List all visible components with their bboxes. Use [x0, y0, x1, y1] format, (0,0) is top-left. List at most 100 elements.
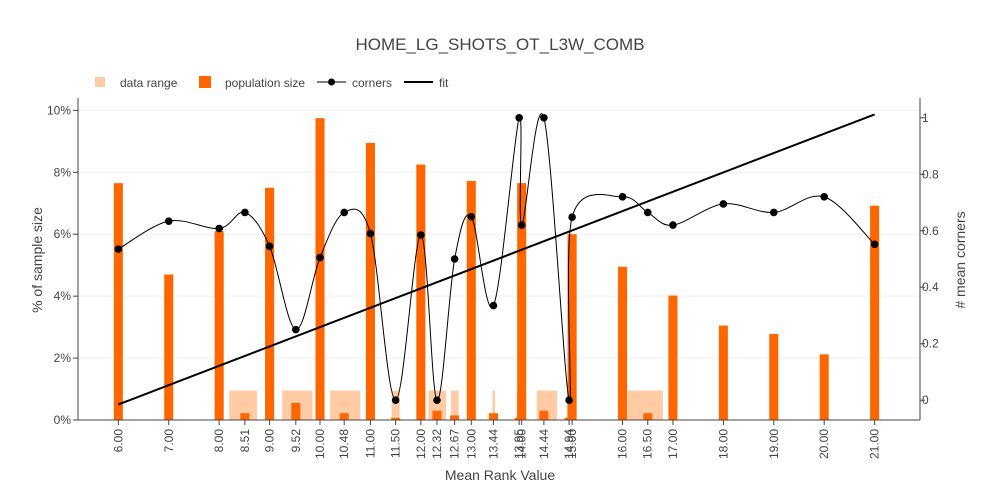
- population-bar[interactable]: [718, 325, 728, 420]
- corners-point[interactable]: [517, 221, 526, 229]
- legend-label-data-range: data range: [120, 76, 178, 90]
- legend-item-population[interactable]: population size: [199, 76, 305, 90]
- corners-point[interactable]: [433, 396, 441, 405]
- corners-point[interactable]: [769, 208, 778, 217]
- x-tick-label: 14.44: [537, 429, 551, 459]
- x-tick-label: 14.00: [515, 429, 529, 459]
- population-bar[interactable]: [265, 187, 275, 420]
- population-bar[interactable]: [365, 142, 375, 420]
- corners-point[interactable]: [164, 217, 173, 225]
- population-bars: [113, 118, 880, 420]
- population-bar[interactable]: [416, 164, 426, 420]
- population-bar[interactable]: [450, 415, 460, 420]
- corners-point[interactable]: [292, 325, 300, 334]
- corners-point[interactable]: [450, 255, 459, 263]
- corners-point[interactable]: [669, 221, 677, 229]
- axes: 6.00 7.00 8.00 8.51 9.00 9.52 10.00 10.48 11.00 1…: [47, 98, 939, 459]
- population-bar[interactable]: [617, 266, 628, 420]
- fit-layer: [117, 113, 875, 406]
- y-axis-title: % of sample size: [29, 207, 45, 313]
- x-axis-title: Mean Rank Value: [445, 467, 555, 483]
- corners-point[interactable]: [366, 229, 375, 238]
- y-tick-label: 10%: [47, 103, 71, 117]
- x-tick-label: 11.00: [363, 429, 377, 458]
- corners-point[interactable]: [114, 245, 123, 253]
- x-tick-label: 6.00: [111, 429, 125, 453]
- corners-point[interactable]: [719, 200, 728, 208]
- population-bar[interactable]: [567, 234, 577, 420]
- legend-item-corners[interactable]: corners: [317, 76, 392, 90]
- population-bar[interactable]: [870, 205, 880, 420]
- population-bar[interactable]: [113, 183, 123, 420]
- data-range-bar[interactable]: [492, 390, 495, 420]
- population-bar[interactable]: [643, 413, 653, 420]
- corners-point[interactable]: [265, 242, 274, 251]
- x-tick-label: 16.00: [616, 429, 630, 459]
- data-range-bar[interactable]: [451, 390, 459, 420]
- corners-point[interactable]: [820, 193, 829, 201]
- x-tick-label: 13.95: [512, 429, 526, 459]
- x-tick-label: 13.00: [464, 429, 478, 459]
- x-tick-label: 12.67: [448, 429, 462, 459]
- y2-axis-title: # mean corners: [952, 211, 968, 308]
- legend-item-fit[interactable]: fit: [404, 76, 449, 90]
- population-bar[interactable]: [214, 231, 224, 420]
- corners-point[interactable]: [417, 231, 425, 239]
- legend-swatch-data-range: [95, 77, 105, 87]
- corners-point[interactable]: [391, 396, 400, 405]
- x-tick-label: 9.00: [263, 429, 277, 453]
- population-bar[interactable]: [291, 402, 301, 420]
- y-tick-label: 4%: [54, 289, 72, 303]
- population-bar[interactable]: [432, 410, 442, 420]
- x-tick-label: 12.32: [430, 429, 444, 459]
- legend-label-fit: fit: [439, 76, 449, 90]
- data-range-bar[interactable]: [391, 390, 400, 420]
- population-bar[interactable]: [240, 413, 250, 420]
- corners-layer: [114, 113, 879, 405]
- legend-item-data-range[interactable]: data range: [95, 76, 178, 90]
- corners-point[interactable]: [316, 253, 324, 262]
- x-tick-label: 13.44: [486, 429, 500, 459]
- x-tick-label: 12.00: [414, 429, 428, 459]
- population-bar[interactable]: [819, 354, 829, 420]
- x-tick-label: 10.48: [337, 429, 351, 459]
- corners-point[interactable]: [241, 208, 249, 217]
- legend-label-population: population size: [225, 76, 305, 90]
- y-tick-label: 6%: [54, 227, 72, 241]
- population-bar[interactable]: [668, 295, 678, 420]
- corners-point[interactable]: [467, 212, 476, 221]
- population-bar[interactable]: [539, 410, 549, 420]
- population-bar[interactable]: [488, 413, 498, 420]
- x-tick-label: 14.94: [562, 429, 576, 459]
- population-bar[interactable]: [466, 180, 476, 420]
- x-tick-label: 7.00: [162, 429, 176, 453]
- legend-label-corners: corners: [352, 76, 392, 90]
- corners-point[interactable]: [215, 224, 223, 233]
- x-tick-label: 18.00: [716, 429, 730, 459]
- legend: data range population size corners fit: [95, 76, 449, 90]
- x-tick-label: 9.52: [289, 429, 303, 453]
- corners-point[interactable]: [870, 240, 879, 249]
- population-bar[interactable]: [391, 417, 401, 420]
- population-bar[interactable]: [164, 274, 174, 420]
- corners-point[interactable]: [643, 208, 652, 217]
- corners-point[interactable]: [565, 396, 573, 405]
- corners-point[interactable]: [489, 301, 498, 310]
- corners-point[interactable]: [515, 113, 523, 122]
- population-bar[interactable]: [339, 413, 349, 420]
- corners-point[interactable]: [568, 213, 576, 221]
- legend-marker-corners: [328, 78, 335, 86]
- population-bar[interactable]: [315, 118, 325, 420]
- population-bar[interactable]: [517, 183, 527, 420]
- population-bar[interactable]: [769, 333, 779, 420]
- corners-point[interactable]: [340, 208, 349, 217]
- corners-point[interactable]: [618, 193, 627, 201]
- corners-point[interactable]: [540, 113, 548, 122]
- x-tick-label: 11.50: [389, 429, 403, 458]
- y2-tick-label: 0.8: [922, 167, 939, 181]
- fit-line[interactable]: [117, 113, 875, 406]
- chart-title: HOME_LG_SHOTS_OT_L3W_COMB: [355, 35, 644, 54]
- legend-swatch-population: [199, 76, 211, 88]
- x-tick-label: 8.00: [212, 429, 226, 453]
